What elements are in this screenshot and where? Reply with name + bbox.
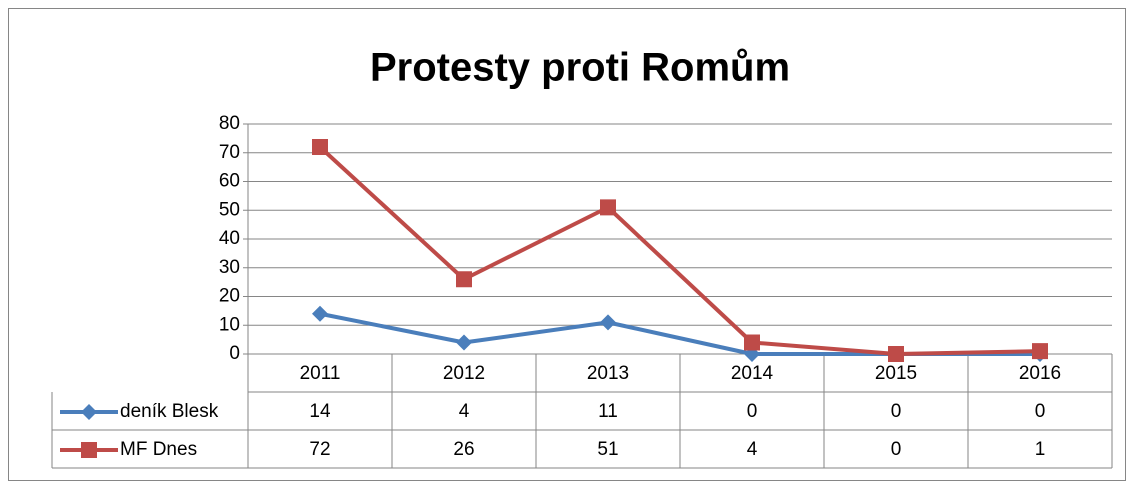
table-value: 51 [597,439,618,460]
marker [600,314,616,331]
marker [312,305,328,322]
marker [81,442,97,458]
table-value: 14 [309,401,331,422]
y-tick-label: 20 [219,286,240,307]
x-tick-label: 2014 [731,363,774,384]
table-value: 4 [747,439,758,460]
marker [888,346,904,362]
table-value: 4 [459,401,470,422]
x-tick-label: 2015 [875,363,917,384]
marker [1032,343,1048,360]
y-tick-label: 10 [219,314,240,335]
table-value: 72 [309,439,330,460]
table-value: 0 [1035,401,1046,422]
table-value: 1 [1035,439,1046,460]
y-tick-label: 40 [219,228,240,249]
y-tick-label: 70 [219,142,240,163]
table-value: 0 [747,401,758,422]
y-tick-label: 30 [219,257,240,278]
y-tick-label: 60 [219,171,240,192]
y-tick-label: 50 [219,199,240,220]
marker [456,334,472,351]
marker [744,334,760,351]
chart-border [8,8,1126,481]
legend-label: MF Dnes [120,439,197,460]
y-tick-label: 80 [219,113,240,134]
table-value: 0 [891,401,902,422]
x-tick-label: 2011 [300,363,341,384]
marker [312,139,328,155]
legend-label: deník Blesk [120,401,219,422]
marker [456,271,472,288]
x-tick-label: 2016 [1019,363,1061,384]
chart-title: Protesty proti Romům [370,46,790,90]
x-tick-label: 2012 [443,363,485,384]
table-value: 11 [598,401,618,422]
x-tick-label: 2013 [587,363,629,384]
marker [600,199,616,216]
table-value: 26 [453,439,474,460]
series-line [318,145,1041,356]
marker [81,404,97,420]
table-value: 0 [891,439,902,460]
y-tick-label: 0 [229,343,240,364]
